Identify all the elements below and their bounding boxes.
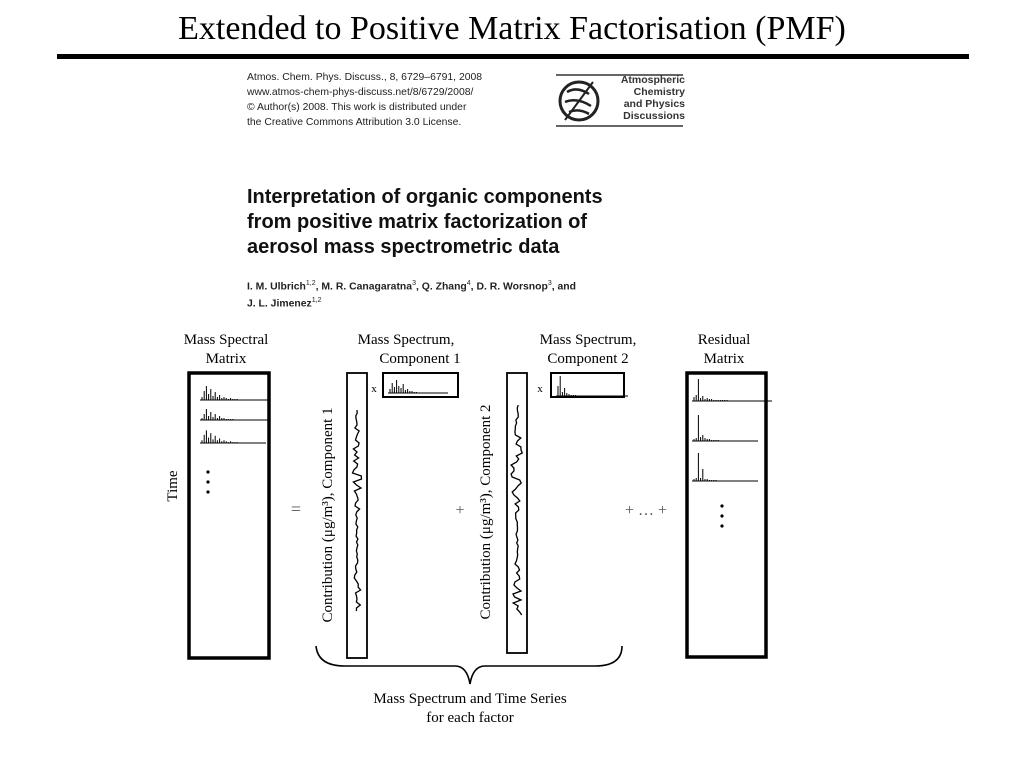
- author-affiliation: 3: [547, 280, 552, 287]
- mass-spectral-matrix: [187, 371, 271, 660]
- paper-title: Interpretation of organic components fro…: [247, 185, 667, 260]
- component2-spectrum-box: [550, 372, 625, 398]
- author-affiliation: 3: [412, 280, 416, 287]
- author-name: , Q. Zhang: [415, 281, 467, 293]
- paper-citation: Atmos. Chem. Phys. Discuss., 8, 6729–679…: [247, 70, 482, 130]
- matrix-spectra: [200, 386, 268, 444]
- brace-caption: Mass Spectrum and Time Series: [373, 691, 566, 707]
- egu-logo-icon: [556, 74, 683, 127]
- contribution2-axis-label: Contribution (μg/m³), Component 2: [478, 404, 494, 619]
- matrix-label: Mass Spectral: [184, 332, 269, 348]
- contribution1-axis-label: Contribution (μg/m³), Component 1: [320, 407, 336, 622]
- logo-text-line: Chemistry: [633, 86, 685, 98]
- plus-sign: +: [455, 502, 464, 519]
- component2-label: Mass Spectrum,: [540, 332, 637, 348]
- logo-text-line: and Physics: [623, 98, 685, 110]
- time-axis-label: Time: [165, 470, 181, 501]
- equals-sign: =: [291, 499, 301, 519]
- component1-timeseries-box: [346, 372, 368, 659]
- authors-line: I. M. Ulbrich1,2, M. R. Canagaratna3, Q.…: [247, 277, 667, 294]
- plus-ellipsis-sign: + … +: [625, 502, 667, 519]
- residual-matrix: [685, 371, 768, 659]
- citation-line: the Creative Commons Attribution 3.0 Lic…: [247, 117, 462, 128]
- citation-line: www.atmos-chem-phys-discuss.net/8/6729/2…: [247, 87, 474, 98]
- matrix-label: Matrix: [206, 351, 247, 367]
- title-divider: [57, 54, 969, 59]
- component2-timeseries: [510, 404, 524, 616]
- residual-label: Residual: [698, 332, 751, 348]
- component2-label: Component 2: [547, 351, 628, 367]
- author-name: J. L. Jimenez: [247, 298, 312, 310]
- author-name: , and: [551, 281, 576, 293]
- citation-line: © Author(s) 2008. This work is distribut…: [247, 102, 467, 113]
- slide-title: Extended to Positive Matrix Factorisatio…: [178, 10, 846, 47]
- component1-label: Component 1: [379, 351, 460, 367]
- author-affiliation: 4: [466, 280, 471, 287]
- logo-text-line: Discussions: [623, 110, 685, 122]
- authors-line: J. L. Jimenez1,2: [247, 294, 667, 311]
- author-affiliation: 1,2: [311, 297, 322, 305]
- component2-spectrum: [556, 376, 628, 397]
- residual-spectra: [692, 379, 772, 482]
- component1-label: Mass Spectrum,: [358, 332, 455, 348]
- more-rows-dots: [720, 504, 724, 528]
- paper-title-line: from positive matrix factorization of: [247, 211, 588, 233]
- times-sign: x: [371, 383, 377, 395]
- author-affiliation: 1,2: [305, 280, 316, 287]
- component1-spectrum: [388, 380, 448, 394]
- paper-authors: I. M. Ulbrich1,2, M. R. Canagaratna3, Q.…: [247, 277, 667, 312]
- journal-logo: Atmospheric Chemistry and Physics Discus…: [553, 72, 688, 128]
- author-name: , M. R. Canagaratna: [315, 281, 413, 293]
- component2-timeseries-box: [506, 372, 528, 654]
- citation-line: Atmos. Chem. Phys. Discuss., 8, 6729–679…: [247, 72, 483, 83]
- logo-text-line: Atmospheric: [620, 74, 685, 86]
- times-sign: x: [537, 383, 543, 395]
- more-rows-dots: [206, 470, 210, 494]
- factor-brace: [315, 645, 623, 685]
- component1-spectrum-box: [382, 372, 459, 398]
- brace-caption: for each factor: [426, 710, 513, 726]
- residual-label: Matrix: [704, 351, 745, 367]
- paper-title-line: aerosol mass spectrometric data: [247, 236, 560, 258]
- author-name: , D. R. Worsnop: [470, 281, 548, 293]
- author-name: I. M. Ulbrich: [247, 281, 306, 293]
- paper-title-line: Interpretation of organic components: [247, 186, 603, 208]
- component1-timeseries: [351, 409, 363, 612]
